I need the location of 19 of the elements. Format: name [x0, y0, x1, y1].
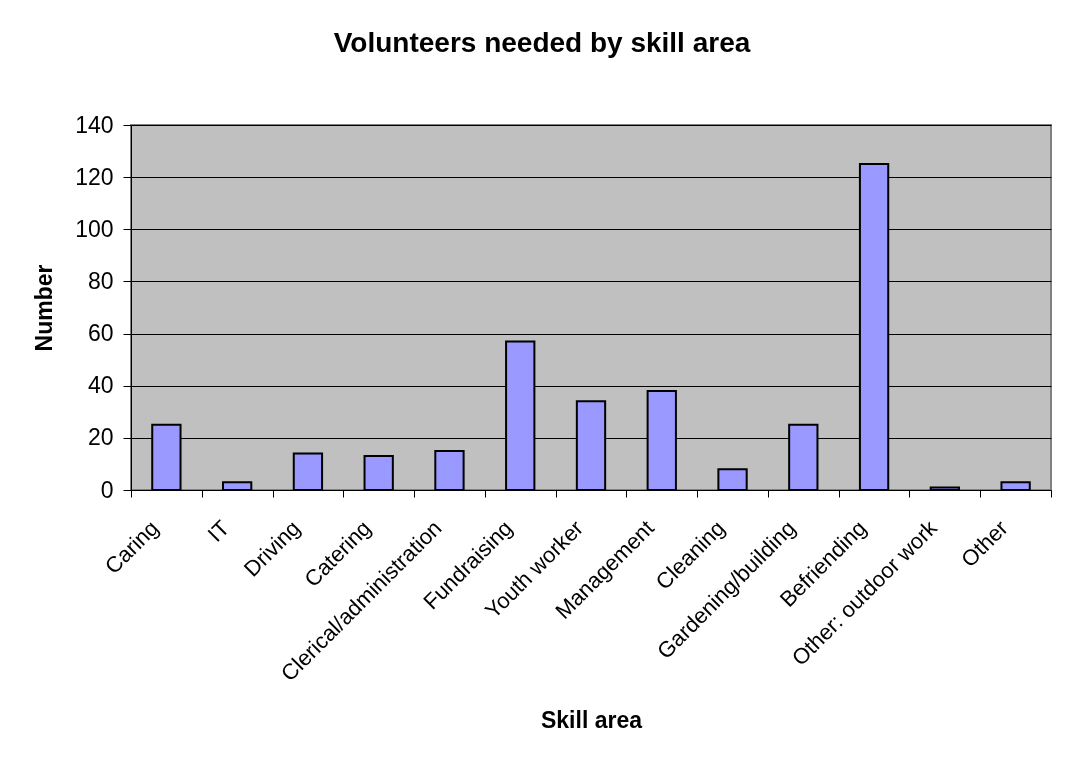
chart-title: Volunteers needed by skill area — [333, 27, 751, 58]
bar — [292, 452, 324, 491]
y-tick-label: 20 — [87, 424, 114, 451]
y-tick-label: 100 — [75, 215, 114, 242]
x-axis-title: Skill area — [540, 707, 643, 734]
y-tick-label: 0 — [100, 476, 114, 503]
bar — [222, 481, 253, 491]
y-tick-label: 140 — [75, 111, 114, 138]
y-tick-label: 80 — [87, 267, 114, 294]
bar — [929, 486, 960, 491]
bar — [363, 455, 394, 491]
x-tick-label: IT — [202, 515, 235, 547]
y-axis-title: Number — [31, 264, 58, 352]
bar — [434, 449, 465, 491]
bar — [1000, 481, 1031, 491]
bar — [717, 468, 748, 491]
y-tick-label: 40 — [87, 372, 114, 399]
y-tick-label: 60 — [87, 320, 114, 347]
y-tick-label: 120 — [75, 163, 114, 190]
